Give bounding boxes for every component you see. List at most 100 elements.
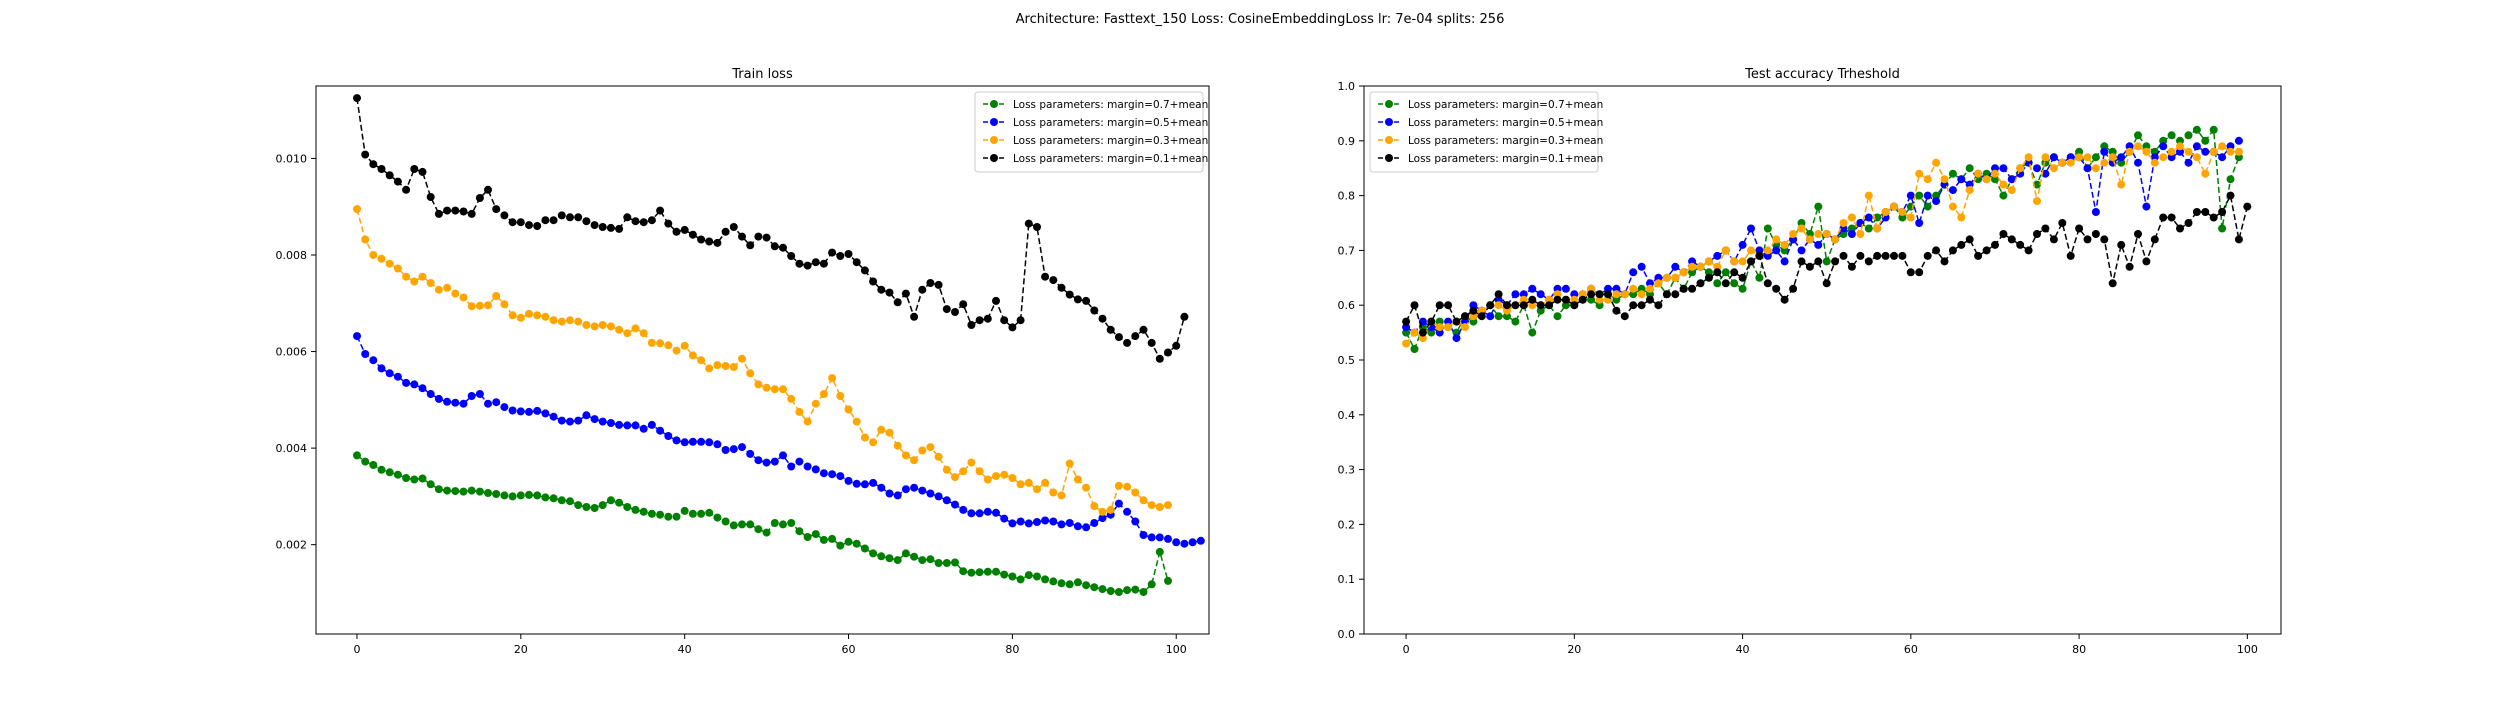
data-point xyxy=(492,292,501,300)
data-point xyxy=(926,443,935,452)
data-point xyxy=(1940,175,1949,184)
data-point xyxy=(631,505,640,514)
data-point xyxy=(1041,272,1050,281)
data-point xyxy=(869,438,878,447)
data-point xyxy=(639,507,648,516)
data-point xyxy=(1890,251,1898,260)
data-point xyxy=(1713,251,1722,260)
data-point xyxy=(541,409,550,418)
data-point xyxy=(2176,224,2184,233)
data-point xyxy=(795,457,804,466)
data-point xyxy=(2134,142,2142,151)
data-point xyxy=(2075,153,2084,162)
data-point xyxy=(434,285,443,294)
data-point xyxy=(500,300,509,309)
data-point xyxy=(1873,251,1882,260)
series-line xyxy=(1405,127,2240,351)
data-point xyxy=(1057,520,1066,529)
data-point xyxy=(2083,164,2092,173)
data-point xyxy=(860,266,869,275)
data-point xyxy=(1763,279,1772,288)
data-point xyxy=(459,399,468,408)
data-point xyxy=(1847,213,1856,222)
data-point xyxy=(2049,153,2058,162)
data-point xyxy=(1049,276,1058,285)
data-point xyxy=(746,241,755,250)
data-point xyxy=(1402,328,1411,337)
data-point xyxy=(402,185,411,194)
data-point xyxy=(787,519,796,527)
data-point xyxy=(1721,268,1730,277)
data-point xyxy=(1991,175,1999,184)
data-point xyxy=(1188,538,1197,547)
data-point xyxy=(926,489,935,498)
data-point xyxy=(2083,235,2092,244)
data-point xyxy=(787,252,796,260)
data-point xyxy=(1486,301,1495,310)
data-point xyxy=(1008,474,1017,482)
data-point xyxy=(1847,262,1856,271)
data-point xyxy=(869,549,878,558)
data-point xyxy=(1536,290,1545,299)
data-point xyxy=(1041,575,1050,584)
data-point xyxy=(606,496,615,505)
data-point xyxy=(967,321,976,329)
data-point xyxy=(2108,153,2117,162)
data-point xyxy=(1435,317,1444,326)
data-point xyxy=(1106,325,1115,334)
x-tick-label: 0 xyxy=(1403,643,1410,656)
data-point xyxy=(729,363,738,371)
data-point xyxy=(967,509,976,518)
data-point xyxy=(590,322,599,331)
data-point xyxy=(762,233,771,242)
legend-label: Loss parameters: margin=0.5+mean xyxy=(1408,117,1603,129)
data-point xyxy=(1147,501,1156,510)
data-point xyxy=(1469,301,1478,310)
data-point xyxy=(590,415,599,424)
x-tick-label: 80 xyxy=(1005,643,1019,656)
data-point xyxy=(672,227,681,236)
data-point xyxy=(828,374,837,383)
data-point xyxy=(1519,290,1528,299)
data-point xyxy=(377,165,386,173)
data-point xyxy=(885,288,894,297)
data-point xyxy=(1511,301,1520,310)
y-tick-label: 0.004 xyxy=(276,442,308,455)
data-point xyxy=(942,496,951,505)
data-point xyxy=(2159,142,2168,151)
data-point xyxy=(377,254,386,263)
series-line xyxy=(1405,145,2239,345)
data-point xyxy=(1721,246,1730,255)
data-point xyxy=(934,492,943,501)
data-point xyxy=(1847,224,1856,233)
data-point xyxy=(1561,301,1570,310)
legend: Loss parameters: margin=0.7+mean Loss par… xyxy=(974,91,1208,173)
data-point xyxy=(918,285,927,294)
data-point xyxy=(1553,290,1562,299)
data-point xyxy=(705,508,714,517)
legend-label: Loss parameters: margin=0.3+mean xyxy=(1408,135,1603,147)
y-tick-label: 0.9 xyxy=(1338,135,1356,148)
data-point xyxy=(492,398,501,407)
data-point xyxy=(983,314,992,323)
data-point xyxy=(1131,488,1140,497)
data-point xyxy=(516,313,525,322)
x-tick-label: 80 xyxy=(2072,643,2086,656)
data-point xyxy=(951,473,959,482)
data-point xyxy=(819,259,828,268)
data-point xyxy=(828,534,837,543)
data-point xyxy=(713,238,722,247)
data-point xyxy=(688,437,697,446)
data-point xyxy=(2142,202,2151,211)
data-point xyxy=(1519,301,1528,310)
data-point xyxy=(2176,147,2184,156)
data-point xyxy=(1780,246,1789,255)
data-point xyxy=(1033,518,1041,526)
data-point xyxy=(1991,164,1999,173)
data-point xyxy=(713,513,722,522)
data-point xyxy=(2218,142,2227,151)
data-point xyxy=(1065,459,1074,468)
legend-marker xyxy=(1385,154,1393,162)
data-point xyxy=(377,364,386,373)
y-tick-label: 0.4 xyxy=(1338,409,1356,422)
